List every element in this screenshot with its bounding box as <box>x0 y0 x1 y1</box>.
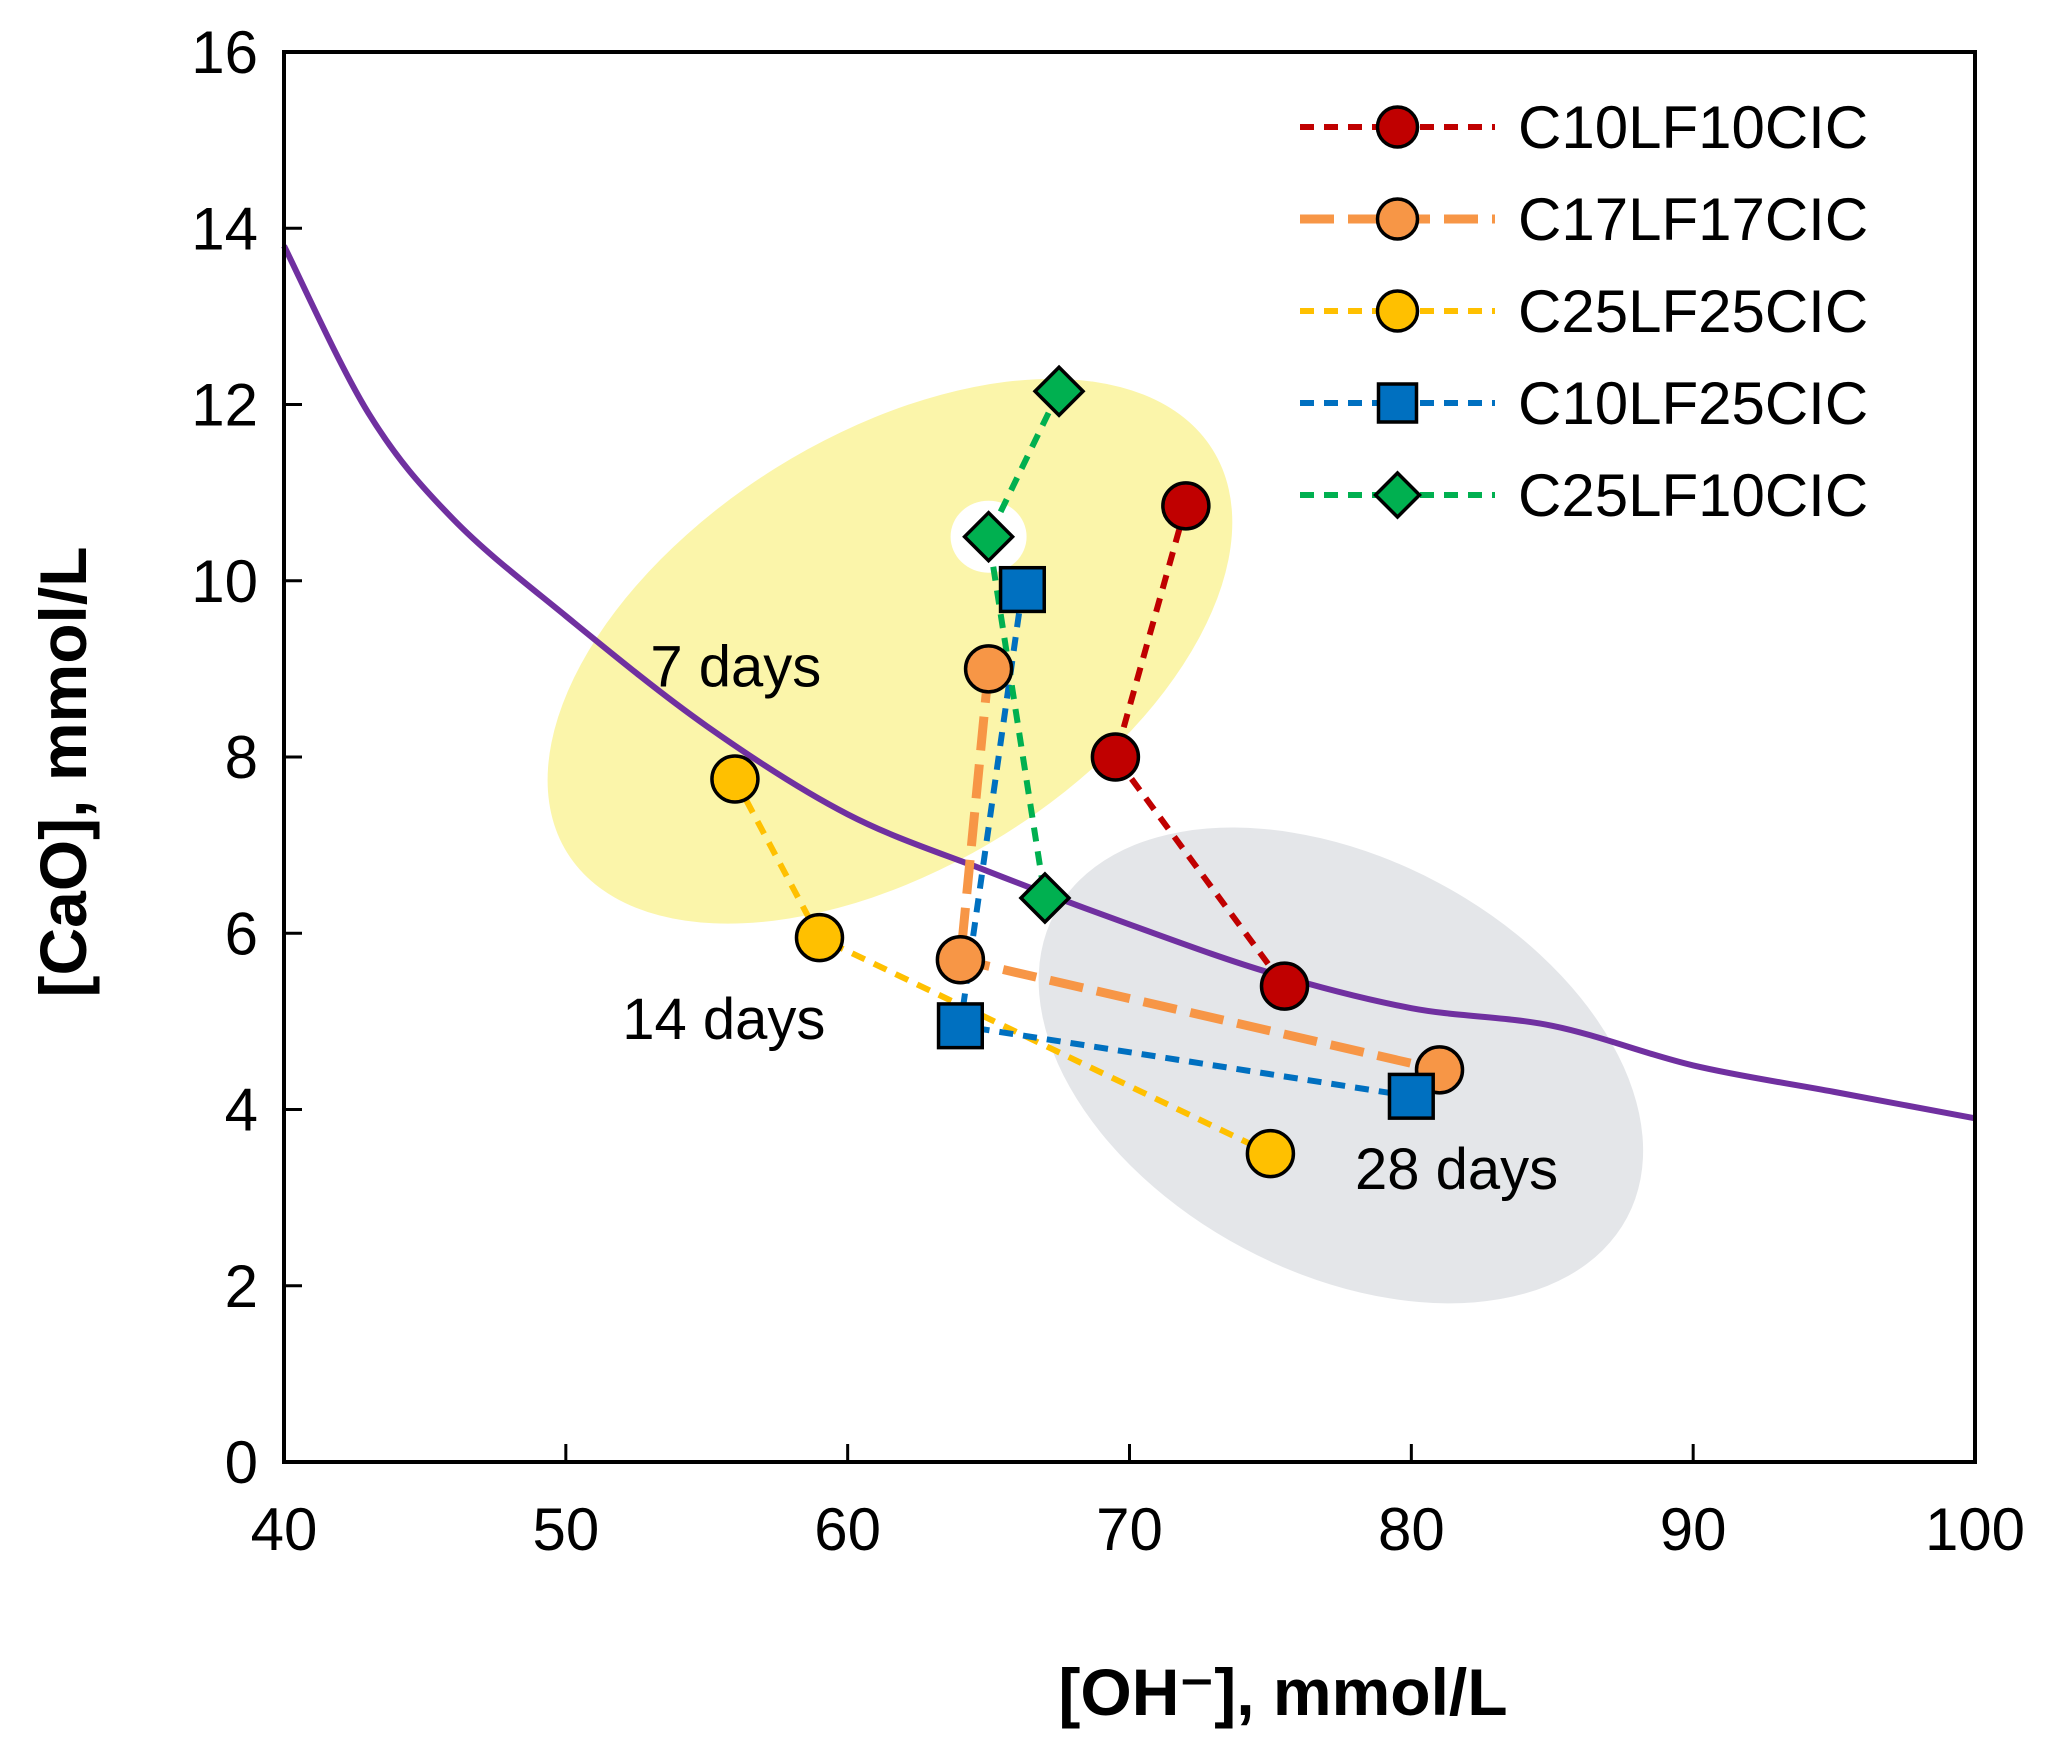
x-tick-label-90: 90 <box>1660 1496 1727 1563</box>
legend-item-C17LF17CIC: C17LF17CIC <box>1300 186 1868 253</box>
y-tick-label-16: 16 <box>191 19 258 86</box>
legend-item-C10LF25CIC: C10LF25CIC <box>1300 370 1868 437</box>
data-point-C25LF25CIC-2 <box>794 912 845 963</box>
y-tick-label-8: 8 <box>225 724 258 791</box>
legend-label: C10LF25CIC <box>1518 370 1868 437</box>
x-tick-label-80: 80 <box>1378 1496 1445 1563</box>
data-point-C25LF25CIC-3 <box>1245 1128 1296 1179</box>
series-line-C25LF10CIC <box>985 389 1062 899</box>
legend-label: C17LF17CIC <box>1518 186 1868 253</box>
axes-group: 40 50 60 70 80 90 100 0 2 4 6 8 10 12 14 16 <box>191 19 2025 1563</box>
y-tick-label-4: 4 <box>225 1077 258 1144</box>
y-tick-label-0: 0 <box>225 1429 258 1496</box>
legend-marker <box>1373 470 1422 520</box>
legend-item-C25LF10CIC: C25LF10CIC <box>1300 462 1868 529</box>
data-point-C25LF10CIC-2 <box>962 510 1016 564</box>
legend-label: C25LF10CIC <box>1518 462 1868 529</box>
x-axis-title: [OH⁻], mmol/L <box>1058 1655 1507 1729</box>
series-group <box>710 364 1465 1179</box>
data-point-C10LF25CIC-2 <box>936 1002 984 1050</box>
annotation-7-days: 7 days <box>650 635 821 700</box>
y-tick-label-14: 14 <box>191 195 258 262</box>
data-point-C10LF10CIC-2 <box>1090 732 1141 782</box>
y-axis-title: [CaO], mmol/L <box>26 546 100 997</box>
x-tick-label-50: 50 <box>532 1496 599 1563</box>
legend-label: C25LF25CIC <box>1518 278 1868 345</box>
x-tick-label-40: 40 <box>251 1496 318 1563</box>
data-point-C25LF25CIC-1 <box>710 754 760 804</box>
legend-marker <box>1376 382 1419 424</box>
legend-marker <box>1375 197 1420 241</box>
data-point-C10LF10CIC-3 <box>1259 961 1310 1011</box>
data-point-C17LF17CIC-2 <box>935 934 986 985</box>
y-tick-label-10: 10 <box>191 548 258 615</box>
annotations-group: 7 days 14 days 28 days <box>622 635 1558 1202</box>
y-tick-label-6: 6 <box>225 900 258 967</box>
legend-item-C10LF10CIC: C10LF10CIC <box>1300 94 1868 161</box>
x-tick-label-60: 60 <box>814 1496 881 1563</box>
data-point-C17LF17CIC-1 <box>963 644 1014 694</box>
annotation-28-days: 28 days <box>1355 1137 1558 1202</box>
data-point-C25LF10CIC-1 <box>1032 364 1086 418</box>
x-tick-label-70: 70 <box>1096 1496 1163 1563</box>
data-point-C10LF10CIC-1 <box>1161 481 1211 531</box>
legend-marker <box>1375 105 1420 149</box>
data-point-C25LF10CIC-3 <box>1018 871 1072 925</box>
y-tick-label-2: 2 <box>225 1253 258 1320</box>
legend-marker <box>1375 289 1420 333</box>
annotation-14-days: 14 days <box>622 987 825 1052</box>
data-point-C10LF25CIC-3 <box>1387 1072 1435 1120</box>
legend: C10LF10CIC C17LF17CIC C25LF25CIC C10LF25CIC… <box>1300 94 1868 529</box>
data-point-C10LF25CIC-1 <box>998 565 1047 614</box>
legend-item-C25LF25CIC: C25LF25CIC <box>1300 278 1868 345</box>
y-tick-label-12: 12 <box>191 372 258 439</box>
x-tick-label-100: 100 <box>1925 1496 2025 1563</box>
legend-label: C10LF10CIC <box>1518 94 1868 161</box>
